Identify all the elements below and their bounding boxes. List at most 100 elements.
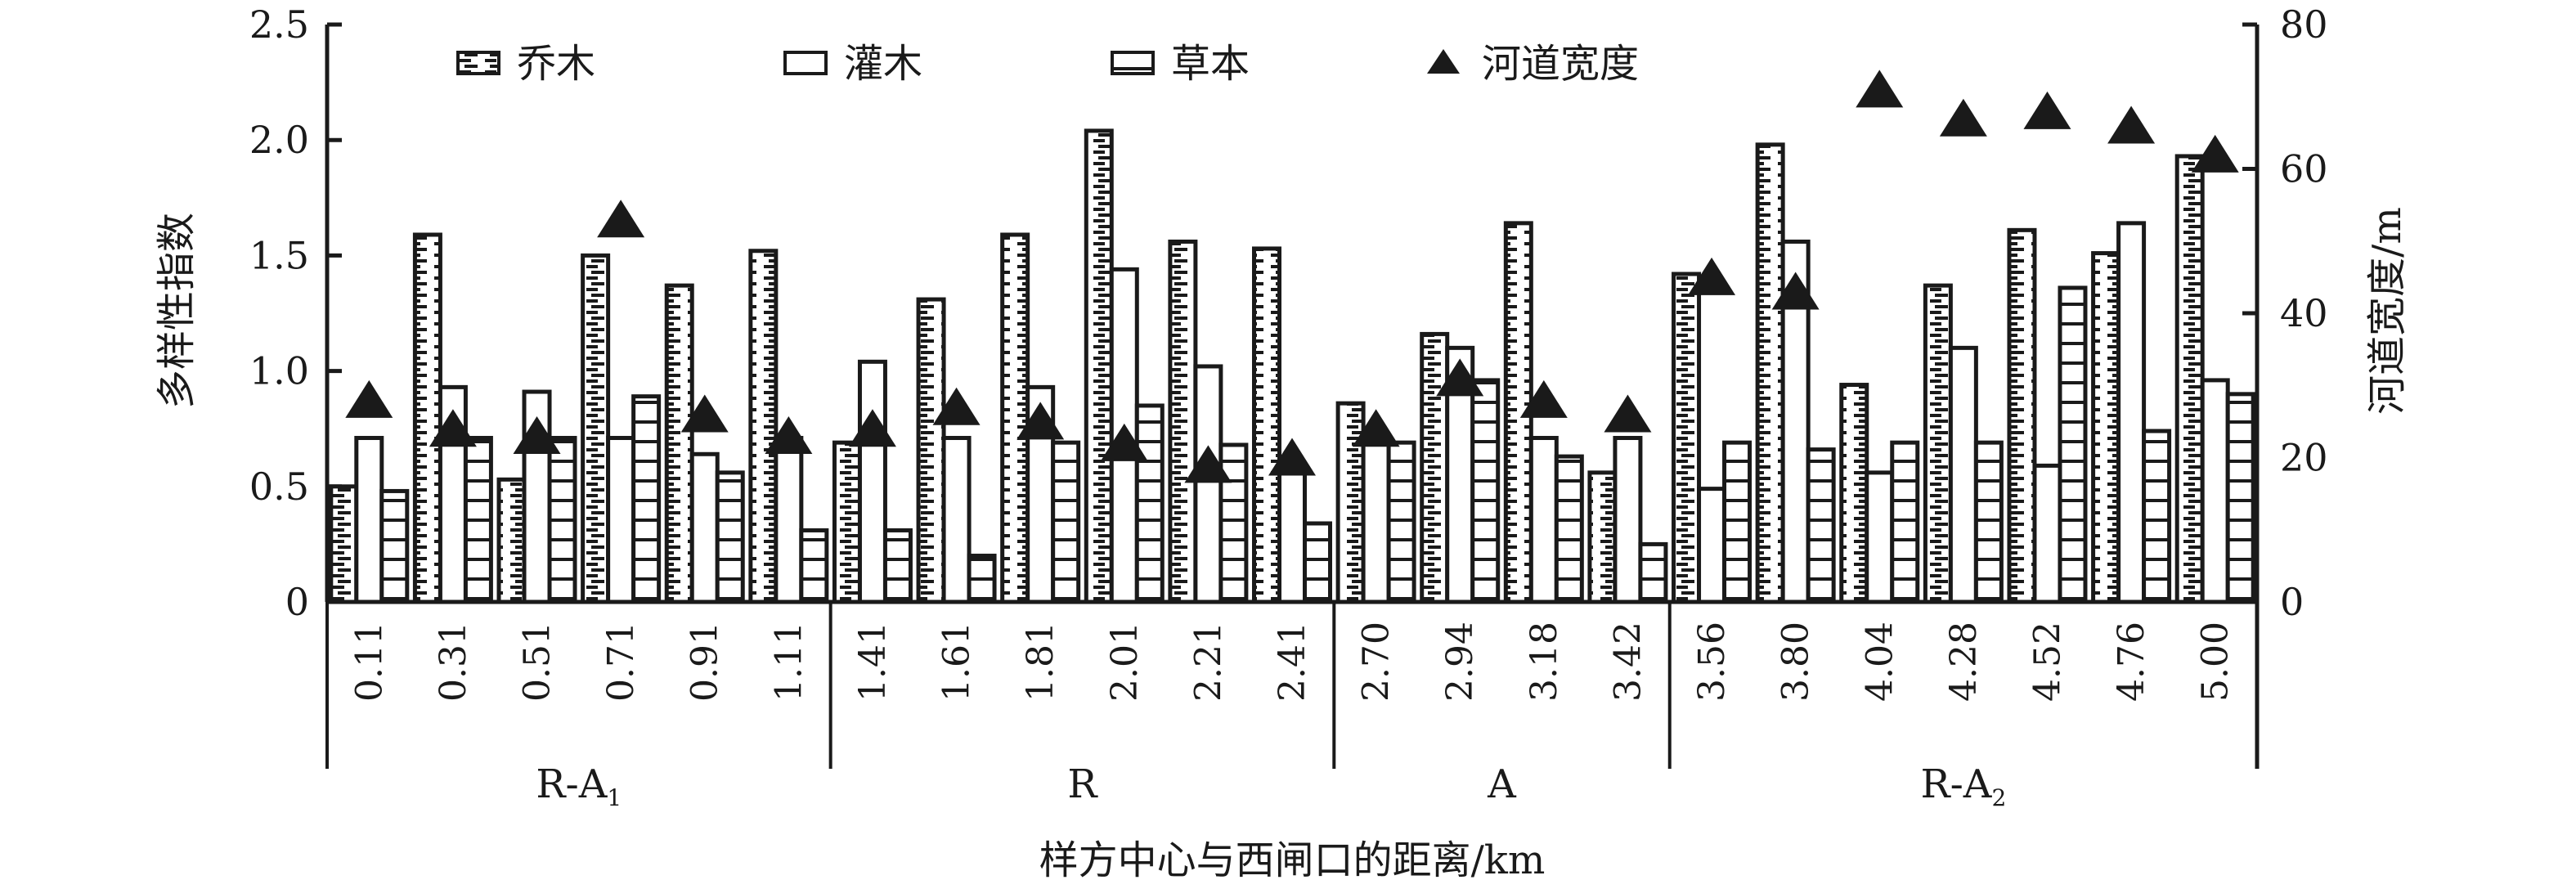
bar-horizontal xyxy=(1973,440,2004,604)
width-marker-triangle xyxy=(1771,272,1820,310)
group-subscript: 2 xyxy=(1991,784,2006,811)
bar-empty xyxy=(1948,345,1978,604)
bar-brick xyxy=(496,477,527,604)
bar-empty xyxy=(354,435,384,604)
bar-empty xyxy=(2032,463,2062,604)
width-marker-triangle xyxy=(513,416,561,455)
bar-horizontal xyxy=(967,554,997,604)
bar-horizontal xyxy=(2142,429,2172,604)
x-tick-label: 2.01 xyxy=(1104,622,1146,702)
x-tick-label: 4.52 xyxy=(2026,622,2068,702)
legend-label: 河道宽度 xyxy=(1482,41,1639,87)
bar-empty xyxy=(1697,487,1727,604)
width-marker-triangle xyxy=(1519,379,1568,418)
y-tick-label: 1.5 xyxy=(249,233,309,277)
x-tick-label: 0.31 xyxy=(433,622,474,702)
x-tick-label: 5.00 xyxy=(2195,622,2237,702)
width-marker-triangle xyxy=(1688,257,1736,295)
x-tick-label: 2.41 xyxy=(1272,622,1313,702)
width-marker-triangle xyxy=(1856,70,1904,108)
y2-tick-label: 20 xyxy=(2280,436,2328,480)
bar-brick xyxy=(1923,283,1953,604)
bar-horizontal xyxy=(1890,440,1920,604)
bar-brick xyxy=(329,484,359,604)
x-tick-label: 0.51 xyxy=(517,622,559,702)
x-tick-label: 2.21 xyxy=(1187,622,1229,702)
tick-labels: 0 0.5 1.0 1.5 2.0 2.5 0 20 40 60 80 0.11 0.31 0.51 0.7… xyxy=(249,2,2328,811)
x-tick-label: 0.91 xyxy=(684,622,726,702)
bar-brick xyxy=(1839,383,1869,604)
group-label: A xyxy=(1487,761,1517,807)
bar-brick xyxy=(1587,470,1618,604)
bar-empty xyxy=(689,451,720,604)
bar-brick xyxy=(1000,232,1030,604)
bar-empty xyxy=(606,435,636,604)
x-axis-title: 样方中心与西闸口的距离/km xyxy=(1039,837,1546,883)
bar-horizontal xyxy=(715,470,745,604)
width-marker-triangle xyxy=(765,416,813,455)
width-marker-triangle xyxy=(1604,394,1652,433)
bar-brick xyxy=(916,297,946,604)
bar-horizontal xyxy=(1218,442,1249,604)
bar-empty xyxy=(2200,378,2230,604)
bar-brick xyxy=(2174,154,2205,604)
bar-brick xyxy=(2007,227,2037,604)
bar-horizontal xyxy=(1722,440,1752,604)
width-marker-triangle xyxy=(597,200,645,238)
bar-horizontal xyxy=(1051,440,1081,604)
x-tick-label: 1.81 xyxy=(1020,622,1061,702)
bar-horizontal xyxy=(799,528,829,604)
bar-horizontal xyxy=(1806,447,1836,604)
group-label: R-A2 xyxy=(1920,761,2006,811)
x-tick-label: 3.42 xyxy=(1607,622,1649,702)
x-tick-label: 2.70 xyxy=(1356,622,1398,702)
x-tick-label: 0.11 xyxy=(348,622,390,702)
width-marker-triangle xyxy=(429,409,477,447)
y-tick-label: 1.0 xyxy=(249,349,309,393)
bar-horizontal xyxy=(2058,285,2088,604)
bar-brick xyxy=(412,232,442,604)
legend-label: 乔木 xyxy=(517,41,595,87)
group-subscript: 1 xyxy=(607,784,622,811)
bar-brick xyxy=(832,440,862,604)
group-name: R-A xyxy=(1920,761,1992,807)
y-tick-label: 0 xyxy=(285,580,309,624)
bar-horizontal xyxy=(631,394,662,604)
bar-horizontal xyxy=(1554,454,1584,604)
bar-empty xyxy=(1528,435,1559,604)
bar-empty xyxy=(857,359,887,604)
bar-brick xyxy=(2091,251,2121,604)
y2-tick-label: 60 xyxy=(2280,147,2328,191)
width-marker-triangle xyxy=(932,387,981,425)
bar-horizontal xyxy=(1303,521,1332,604)
bar-horizontal xyxy=(1386,440,1416,604)
width-marker-triangle xyxy=(1184,445,1232,483)
bar-empty xyxy=(1613,435,1643,604)
y-axis-title: 多样性指数 xyxy=(154,213,200,409)
x-tick-label: 2.94 xyxy=(1439,622,1481,702)
x-tick-label: 0.71 xyxy=(600,622,642,702)
bar-empty xyxy=(2116,221,2147,604)
legend-swatch-empty xyxy=(783,51,828,75)
y2-tick-label: 40 xyxy=(2280,291,2328,335)
bars xyxy=(329,128,2255,604)
x-tick-label: 4.28 xyxy=(1943,622,1985,702)
bar-brick xyxy=(1420,331,1450,604)
bar-empty xyxy=(1865,470,1895,604)
bar-brick xyxy=(1168,239,1198,604)
legend-label: 草本 xyxy=(1171,41,1250,87)
bar-brick xyxy=(1755,142,1785,604)
width-marker-triangle xyxy=(1939,98,1987,137)
x-tick-label: 4.04 xyxy=(1859,622,1901,702)
bar-horizontal xyxy=(463,435,493,604)
x-tick-label: 3.18 xyxy=(1524,622,1565,702)
bar-brick xyxy=(664,283,694,604)
bar-horizontal xyxy=(1134,403,1165,604)
x-tick-label: 3.56 xyxy=(1691,622,1733,702)
legend-swatch-brick xyxy=(456,51,500,75)
bar-horizontal xyxy=(1470,378,1501,604)
bar-brick xyxy=(748,249,779,604)
legend-swatch-horizontal xyxy=(1111,51,1155,75)
y-tick-label: 2.5 xyxy=(249,2,309,47)
